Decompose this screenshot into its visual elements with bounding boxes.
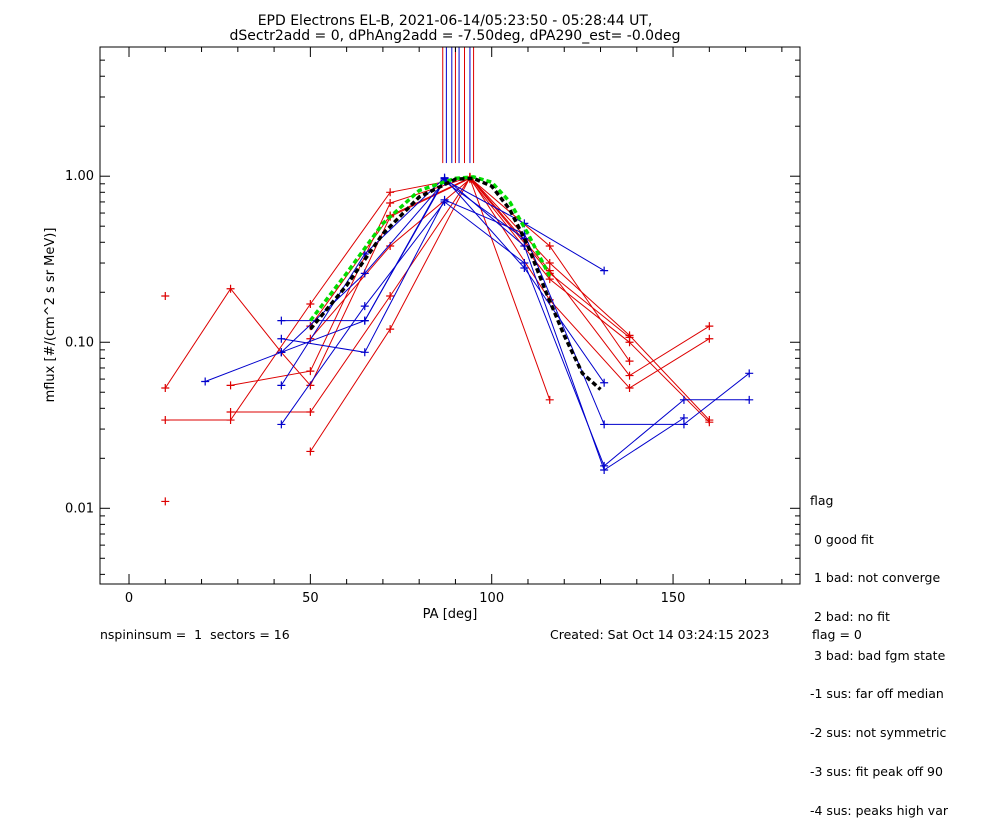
plot-frame	[99, 46, 801, 585]
x-axis-label: PA [deg]	[423, 607, 478, 622]
blue-data-point	[520, 259, 529, 268]
flag-legend-item: 0 good fit	[810, 531, 874, 547]
red-data-point	[226, 416, 235, 425]
red-data-point	[386, 241, 395, 250]
blue-data-point	[679, 413, 688, 422]
red-data-point	[705, 334, 714, 343]
red-series-line	[230, 176, 630, 413]
flag-legend-item: 2 bad: no fit	[810, 608, 890, 624]
red-data-point	[161, 384, 170, 393]
red-series-line	[309, 176, 710, 452]
red-data-point	[625, 384, 634, 393]
flag-legend-item: 3 bad: bad fgm state	[810, 647, 946, 663]
data-layer	[161, 47, 754, 506]
axes-layer: 0 50 100 150 0.01 0.10 1.00	[65, 47, 800, 606]
y-tick-label: 1.00	[65, 169, 94, 184]
blue-data-point	[201, 377, 210, 386]
red-data-point	[386, 291, 395, 300]
flag-legend-heading: flag	[810, 492, 834, 508]
footer-flag: flag = 0	[812, 627, 862, 642]
flag-legend-item: -4 sus: peaks high var	[810, 802, 949, 818]
blue-data-point	[360, 302, 369, 311]
red-data-point	[226, 408, 235, 417]
blue-data-point	[360, 269, 369, 278]
black-fit-curve	[309, 176, 602, 391]
blue-data-point	[600, 420, 609, 429]
x-tick-label: 100	[479, 591, 504, 606]
flag-legend-item: -1 sus: far off median	[810, 686, 944, 702]
red-series-line	[310, 178, 710, 423]
pitch-angle-plot: EPD Electrons EL-B, 2021-06-14/05:23:50 …	[43, 13, 801, 622]
flag-legend-item: -2 sus: not symmetric	[810, 725, 947, 741]
blue-data-point	[277, 420, 286, 429]
red-data-point	[306, 447, 315, 456]
red-data-point	[705, 418, 714, 427]
red-data-point	[625, 371, 634, 380]
red-data-point	[161, 291, 170, 300]
blue-data-point	[277, 334, 286, 343]
blue-data-point	[277, 348, 286, 357]
blue-data-point	[360, 316, 369, 325]
x-tick-label: 150	[661, 591, 686, 606]
red-series-line	[165, 176, 710, 421]
red-data-point	[306, 367, 315, 376]
green-fit-curve	[309, 175, 552, 322]
x-tick-label: 50	[302, 591, 319, 606]
footer-spin-info: nspininsum = 1 sectors = 16	[100, 627, 290, 642]
blue-data-point	[600, 378, 609, 387]
x-tick-label: 0	[125, 591, 133, 606]
red-data-point	[545, 259, 554, 268]
blue-data-point	[277, 316, 286, 325]
blue-data-point	[360, 348, 369, 357]
red-data-point	[161, 497, 170, 506]
red-data-point	[306, 408, 315, 417]
y-tick-label: 0.01	[65, 501, 94, 516]
red-data-point	[705, 322, 714, 331]
red-series-line	[230, 176, 710, 386]
red-data-point	[625, 357, 634, 366]
red-data-point	[386, 188, 395, 197]
red-data-point	[625, 333, 634, 342]
chart-title-line1: EPD Electrons EL-B, 2021-06-14/05:23:50 …	[258, 13, 653, 29]
blue-data-point	[520, 241, 529, 250]
blue-data-point	[440, 197, 449, 206]
blue-series-line	[280, 177, 685, 471]
blue-data-point	[745, 369, 754, 378]
red-data-point	[306, 299, 315, 308]
blue-data-point	[277, 381, 286, 390]
red-data-point	[386, 198, 395, 207]
red-data-point	[386, 325, 395, 334]
red-data-point	[545, 395, 554, 404]
y-axis-label: mflux [#/(cm^2 s sr MeV)]	[43, 228, 58, 403]
flag-legend-item: -3 sus: fit peak off 90	[810, 763, 943, 779]
red-data-point	[226, 381, 235, 390]
footer-created: Created: Sat Oct 14 03:24:15 2023	[550, 627, 770, 642]
blue-data-point	[745, 395, 754, 404]
red-data-point	[545, 241, 554, 250]
blue-series-line	[281, 199, 750, 425]
chart-title-line2: dSectr2add = 0, dPhAng2add = -7.50deg, d…	[230, 28, 681, 44]
red-data-point	[161, 416, 170, 425]
blue-data-point	[600, 461, 609, 470]
blue-data-point	[679, 395, 688, 404]
blue-data-point	[600, 266, 609, 275]
y-tick-label: 0.10	[65, 335, 94, 350]
red-data-point	[226, 284, 235, 293]
blue-series-line	[280, 201, 750, 467]
flag-legend-item: 1 bad: not converge	[810, 570, 941, 586]
